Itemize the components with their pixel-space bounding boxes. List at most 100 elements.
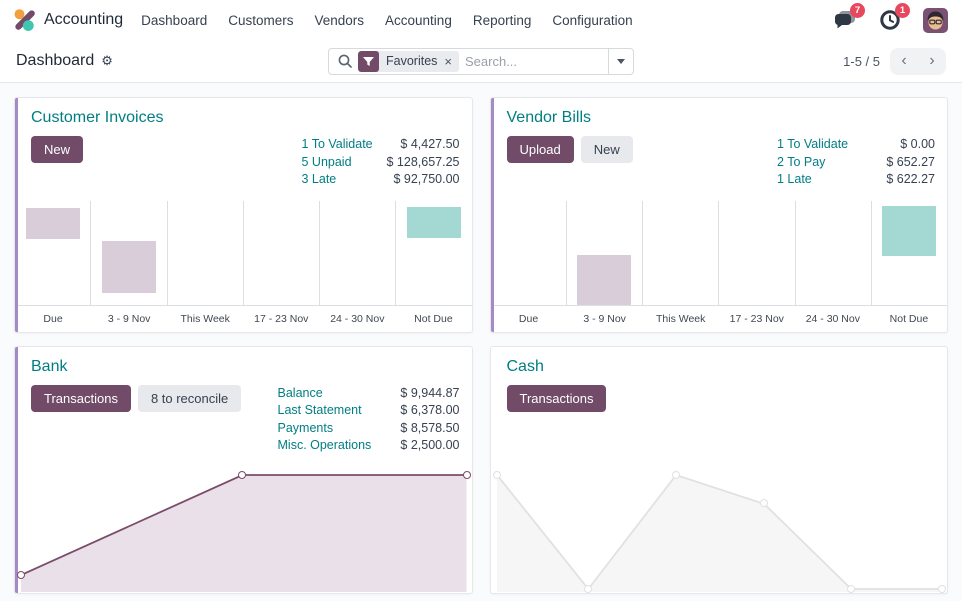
stat-row[interactable]: 1 To Validate $ 4,427.50 xyxy=(301,137,460,151)
axis-label: This Week xyxy=(180,313,230,325)
axis-label: 3 - 9 Nov xyxy=(583,313,626,325)
bank-stats: Balance $ 9,944.87 Last Statement $ 6,37… xyxy=(278,385,460,455)
bar-segment[interactable] xyxy=(25,208,80,240)
axis-label: This Week xyxy=(655,313,706,325)
data-point[interactable] xyxy=(462,470,471,479)
pager-range: 1-5 / 5 xyxy=(843,53,880,69)
data-point[interactable] xyxy=(492,470,501,479)
bar-plot xyxy=(15,201,472,306)
pager: ‹ › xyxy=(890,47,946,75)
card-accent-stripe xyxy=(490,98,494,332)
chart-column xyxy=(796,201,872,305)
search-input[interactable] xyxy=(459,53,608,69)
filter-chip-label: Favorites xyxy=(386,54,438,68)
card-customer-invoices: Customer Invoices New 1 To Validate $ 4,… xyxy=(14,97,473,333)
stat-row[interactable]: 1 Late $ 622.27 xyxy=(777,172,935,186)
bar-segment[interactable] xyxy=(406,207,461,239)
nav-item-customers[interactable]: Customers xyxy=(228,12,294,28)
invoice-stats: 1 To Validate $ 4,427.50 5 Unpaid $ 128,… xyxy=(302,136,460,189)
new-bill-button[interactable]: New xyxy=(580,136,633,163)
x-axis-labels: Due 3 - 9 Nov This Week 17 - 23 Nov 24 - 30 … xyxy=(491,306,948,332)
stat-row[interactable]: 1 To Validate $ 0.00 xyxy=(777,137,935,151)
chart-column xyxy=(396,201,471,305)
nav-item-accounting[interactable]: Accounting xyxy=(385,12,452,28)
activities-button[interactable]: 1 xyxy=(878,3,910,32)
card-vendor-bills: Vendor Bills Upload New 1 To Validate $ … xyxy=(489,97,948,333)
reconcile-button[interactable]: 8 to reconcile xyxy=(137,384,242,412)
stat-row[interactable]: 5 Unpaid $ 128,657.25 xyxy=(301,154,460,169)
card-accent-stripe xyxy=(15,346,18,593)
top-navbar: Accounting Dashboard Customers Vendors A… xyxy=(0,0,962,40)
data-point[interactable] xyxy=(846,584,855,593)
user-avatar[interactable] xyxy=(923,7,948,33)
new-invoice-button[interactable]: New xyxy=(31,136,84,163)
control-panel: Dashboard ⚙ Favorites × 1-5 / 5 ‹ › xyxy=(0,40,962,83)
gear-icon[interactable]: ⚙ xyxy=(101,53,113,68)
pager-next-button[interactable]: › xyxy=(918,48,946,75)
x-axis-labels: Due 3 - 9 Nov This Week 17 - 23 Nov 24 - 30 … xyxy=(15,306,472,332)
nav-item-dashboard[interactable]: Dashboard xyxy=(141,12,208,28)
clock-icon xyxy=(880,10,900,30)
bar-segment[interactable] xyxy=(882,206,937,257)
chart-column xyxy=(91,201,168,305)
data-point[interactable] xyxy=(938,584,946,593)
bar-segment[interactable] xyxy=(101,240,156,293)
data-point[interactable] xyxy=(17,570,25,579)
search-dropdown-toggle[interactable] xyxy=(608,48,633,74)
chart-column xyxy=(244,201,320,305)
chart-column xyxy=(491,201,567,305)
bank-line-chart xyxy=(17,462,471,592)
card-title[interactable]: Cash xyxy=(506,357,544,375)
card-title[interactable]: Customer Invoices xyxy=(31,109,164,126)
data-point[interactable] xyxy=(238,470,247,479)
nav-item-configuration[interactable]: Configuration xyxy=(552,12,633,28)
axis-label: 24 - 30 Nov xyxy=(330,313,385,325)
messages-button[interactable]: 7 xyxy=(833,3,865,32)
bar-plot xyxy=(490,201,947,306)
axis-label: Not Due xyxy=(889,313,929,325)
filter-chip-close-icon[interactable]: × xyxy=(444,53,452,69)
chart-column xyxy=(719,201,796,305)
nav-item-reporting[interactable]: Reporting xyxy=(472,12,532,28)
axis-label: 17 - 23 Nov xyxy=(729,313,784,325)
bank-transactions-button[interactable]: Transactions xyxy=(31,384,131,412)
card-cash: Cash Transactions xyxy=(489,345,948,594)
card-title[interactable]: Bank xyxy=(31,357,68,375)
upload-bill-button[interactable]: Upload xyxy=(506,136,574,163)
stat-row[interactable]: Misc. Operations $ 2,500.00 xyxy=(277,438,460,452)
data-point[interactable] xyxy=(671,470,680,479)
cash-transactions-button[interactable]: Transactions xyxy=(506,384,607,412)
card-bank: Bank Transactions 8 to reconcile Balance… xyxy=(14,345,473,594)
card-title[interactable]: Vendor Bills xyxy=(506,109,592,126)
bill-stats: 1 To Validate $ 0.00 2 To Pay $ 652.27 1… xyxy=(777,136,935,189)
chevron-down-icon xyxy=(617,58,625,64)
data-point[interactable] xyxy=(583,584,592,593)
stat-row[interactable]: Balance $ 9,944.87 xyxy=(277,385,460,400)
app-name: Accounting xyxy=(44,11,124,28)
chart-column xyxy=(168,201,244,305)
accounting-app-icon xyxy=(14,9,35,31)
stat-row[interactable]: 2 To Pay $ 652.27 xyxy=(777,154,935,169)
search-icon xyxy=(338,54,352,68)
filter-funnel-icon xyxy=(358,50,379,72)
axis-label: 3 - 9 Nov xyxy=(107,313,151,325)
app-brand[interactable]: Accounting xyxy=(14,9,123,31)
messages-badge: 7 xyxy=(850,3,865,18)
stat-row[interactable]: Last Statement $ 6,378.00 xyxy=(277,403,460,417)
bar-segment[interactable] xyxy=(577,255,632,305)
favorites-filter-chip[interactable]: Favorites × xyxy=(358,50,459,72)
card-accent-stripe xyxy=(15,98,18,332)
cash-line-chart xyxy=(492,462,946,593)
pager-prev-button[interactable]: ‹ xyxy=(890,48,918,75)
axis-label: Due xyxy=(518,313,539,325)
page-title: Dashboard xyxy=(16,52,95,69)
search-box[interactable]: Favorites × xyxy=(328,47,634,75)
data-point[interactable] xyxy=(759,499,768,508)
stat-row[interactable]: Payments $ 8,578.50 xyxy=(277,420,460,435)
nav-item-vendors[interactable]: Vendors xyxy=(314,12,365,28)
stat-row[interactable]: 3 Late $ 92,750.00 xyxy=(301,172,460,186)
chart-column xyxy=(872,201,947,305)
invoices-bar-chart: Due 3 - 9 Nov This Week 17 - 23 Nov 24 - 30 … xyxy=(15,201,472,332)
axis-label: 24 - 30 Nov xyxy=(805,313,860,325)
chart-column xyxy=(320,201,397,305)
